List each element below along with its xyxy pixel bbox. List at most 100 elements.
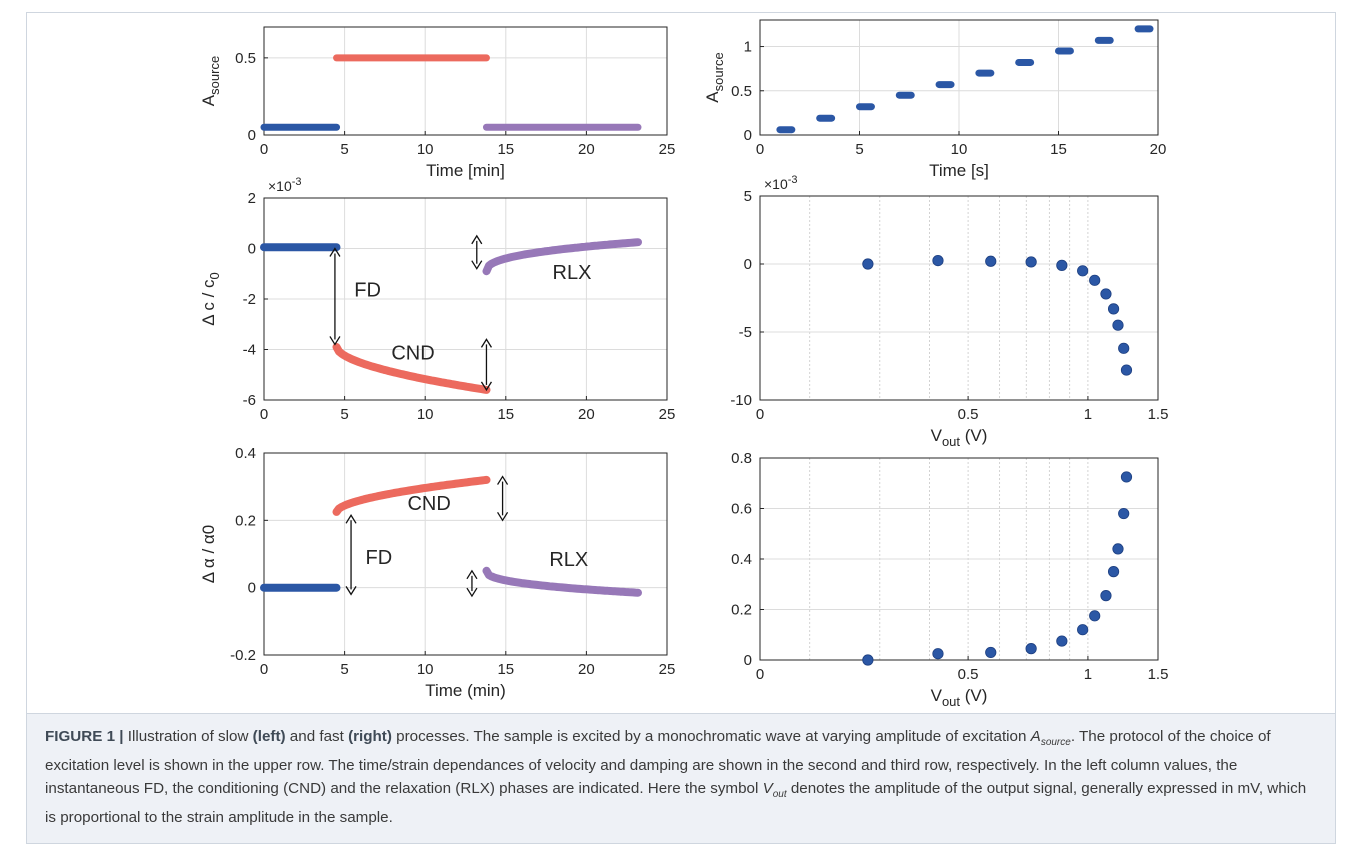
x-tick-label: 0 [756,666,764,683]
panel-top-left: 0 5 10 15 20 25 0 0.5 Time [min] Asource [199,26,675,180]
caption-vout: Vout [762,780,787,801]
y-tick-label: 2 [248,190,256,207]
phase-annotation: CND [407,493,450,515]
x-axis-label: Vout (V) [931,686,988,709]
x-tick-label: 20 [578,406,595,423]
y-tick-label: 0.2 [731,602,752,619]
x-tick-label: 20 [1150,141,1167,158]
phase-annotation: CND [391,343,434,365]
arrow-head [480,381,493,392]
caption-text-4: . The protocol of the choice of excitati… [45,728,1271,798]
caption-text-3: processes. The sample is excited by a mo… [391,728,1031,745]
data-point [1077,624,1089,636]
arrow-head [345,514,357,524]
y-tick-label: -2 [243,291,256,308]
data-point [862,654,874,666]
x-tick-label: 15 [497,661,514,678]
x-tick-label: 10 [417,141,434,158]
plot-area [264,453,667,655]
arrow-head [329,247,341,257]
arrow-head [480,338,493,348]
x-tick-label: 25 [659,661,676,678]
x-tick-label: 1.5 [1148,406,1169,423]
x-tick-label: 5 [855,141,863,158]
data-point [1025,643,1037,655]
arrow-head [497,475,509,485]
y-tick-label: 0.2 [235,512,256,529]
plot-area [760,196,1158,400]
y-tick-label: 0 [248,580,256,597]
y-tick-label: 0.4 [731,551,752,568]
y-tick-label: 0 [744,256,752,273]
y-tick-label: -5 [739,324,752,341]
figure-frame [26,12,1336,844]
x-tick-label: 1.5 [1148,666,1169,683]
arrow-head [466,569,478,580]
y-tick-label: 0 [744,652,752,669]
arrow-head [471,260,483,270]
x-tick-label: 1 [1084,666,1092,683]
y-tick-label: 0 [744,127,752,144]
x-tick-label: 1 [1084,406,1092,423]
series-curve [482,238,642,276]
series-curve [332,475,491,516]
x-tick-label: 20 [578,661,595,678]
x-axis-label: Vout (V) [931,426,988,449]
exponent-label: ×10-3 [764,174,798,192]
data-point [1112,543,1124,555]
y-axis-label: Δ α / α0 [199,525,218,583]
y-tick-label: 0 [248,241,256,258]
x-tick-label: 15 [497,406,514,423]
arrow-head [471,234,483,245]
data-point [985,646,997,659]
x-tick-label: 0 [260,661,268,678]
y-tick-label: -10 [730,392,752,409]
axes-box [263,26,668,136]
y-axis-label: Asource [199,56,222,106]
data-point [1089,274,1101,286]
data-point [1089,610,1101,622]
series-curve [482,566,642,597]
x-tick-label: 0 [756,141,764,158]
panel-middle-left: 0 5 10 15 20 25 -6 -4 -2 0 2 ×10-3 Δ c / c0 FD CND RLX [199,176,675,423]
data-point [985,255,997,267]
figure-caption: FIGURE 1 | Illustration of slow (left) a… [27,713,1335,843]
panel-top-right: 0 5 10 15 20 0 0.5 1 Time [s] Asource [703,19,1167,180]
y-tick-label: 0.5 [235,50,256,67]
caption-right: (right) [348,728,392,745]
data-point [1100,590,1112,602]
axes-box [263,452,668,656]
series-curve [332,343,491,394]
y-tick-label: 5 [744,188,752,205]
axes-box [759,195,1159,401]
y-tick-label: -4 [243,342,256,359]
x-tick-label: 0 [260,141,268,158]
phase-annotation: RLX [553,262,592,284]
data-point [1025,256,1037,268]
arrow-head [497,511,509,522]
data-point [932,255,944,267]
data-point [932,648,944,660]
x-tick-label: 0 [260,406,268,423]
x-tick-label: 10 [417,661,434,678]
x-tick-label: 5 [340,661,348,678]
data-point [1118,342,1130,354]
data-point [1112,319,1124,331]
y-tick-label: 0.6 [731,501,752,518]
y-axis-label: Δ c / c0 [199,272,222,326]
data-point [1077,265,1089,277]
y-tick-label: 0.5 [731,83,752,100]
data-point [1100,288,1112,300]
y-tick-label: -6 [243,392,256,409]
y-tick-label: 0.4 [235,445,256,462]
panel-middle-right: 0 0.5 1 1.5 -10 -5 0 5 ×10-3 Vout (V) [730,174,1168,449]
plot-area [264,27,667,135]
exponent-label: ×10-3 [268,176,302,194]
arrow-head [345,586,357,596]
y-tick-label: 1 [744,39,752,56]
caption-asource: Asource [1030,728,1071,749]
y-tick-label: 0.8 [731,450,752,467]
x-tick-label: 5 [340,406,348,423]
x-tick-label: 20 [578,141,595,158]
